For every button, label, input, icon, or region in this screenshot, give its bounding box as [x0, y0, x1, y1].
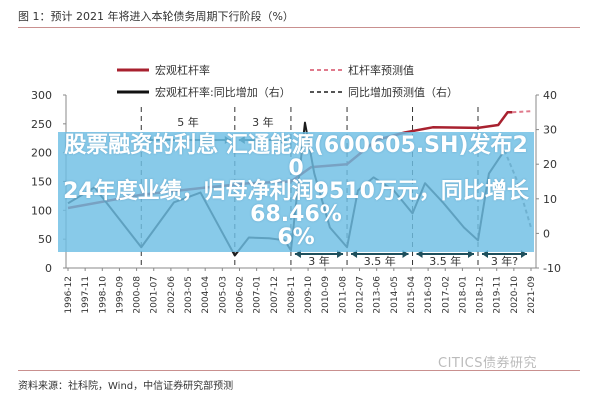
- left-tick-label: 100: [31, 204, 52, 217]
- x-tick-label: 2007-01: [253, 276, 263, 314]
- legend-label-2: 宏观杠杆率:同比增加（右）: [155, 85, 291, 99]
- x-tick-label: 2000-08: [133, 276, 143, 314]
- x-tick-label: 2021-09: [527, 276, 537, 314]
- x-tick-label: 2018-01: [458, 276, 468, 314]
- left-tick-label: 50: [38, 233, 52, 246]
- x-tick-label: 2013-06: [373, 276, 383, 314]
- right-tick-label: 10: [543, 193, 557, 206]
- right-tick-label: 0: [543, 227, 550, 240]
- x-tick-label: 1999-09: [115, 276, 125, 314]
- series-line-1: [512, 110, 532, 114]
- right-tick-label: 20: [543, 158, 557, 171]
- x-tick-label: 2017-02: [441, 276, 451, 314]
- legend-label-0: 宏观杠杆率: [155, 63, 210, 77]
- left-tick-label: 150: [31, 176, 52, 189]
- watermark: CITICS债券研究: [438, 356, 538, 371]
- cycle-annotation-label: 3 年: [308, 254, 330, 268]
- source-note: 资料来源：社科院，Wind，中信证券研究部预测: [18, 381, 234, 392]
- x-tick-label: 2005-03: [218, 276, 228, 314]
- left-tick-label: 250: [31, 118, 52, 131]
- x-tick-label: 1998-10: [98, 276, 108, 314]
- x-tick-label: 1996-12: [64, 276, 74, 314]
- left-tick-label: 200: [31, 147, 52, 160]
- x-tick-label: 2008-11: [287, 276, 297, 314]
- left-tick-label: 0: [45, 262, 52, 275]
- x-tick-label: 2001-07: [150, 276, 160, 314]
- headline-line-3: 6%: [277, 225, 315, 250]
- right-tick-label: 30: [543, 124, 557, 137]
- cycle-annotation-label: 3.5 年: [364, 254, 396, 268]
- x-tick-label: 2003-05: [184, 276, 194, 314]
- cycle-annotation-label: 5 年: [177, 115, 199, 129]
- x-tick-label: 2012-07: [356, 276, 366, 314]
- x-tick-label: 1997-11: [81, 276, 91, 314]
- x-tick-label: 2004-04: [201, 276, 211, 314]
- headline-line-1: 股票融资的利息 汇通能源(600605.SH)发布20: [64, 133, 528, 181]
- x-tick-label: 2018-12: [476, 276, 486, 314]
- x-tick-label: 2006-02: [235, 276, 245, 314]
- footer-rule: [18, 370, 580, 371]
- headline-banner[interactable]: 股票融资的利息 汇通能源(600605.SH)发布20 24年度业绩，归母净利润…: [58, 132, 534, 252]
- x-tick-label: 2009-10: [304, 276, 314, 314]
- x-tick-label: 2014-05: [390, 276, 400, 314]
- legend-label-3: 同比增加预测值（右）: [348, 85, 458, 99]
- headline-line-2: 24年度业绩，归母净利润9510万元，同比增长68.46%: [63, 179, 529, 227]
- x-tick-label: 2010-09: [321, 276, 331, 314]
- legend-label-1: 杠杆率预测值: [348, 63, 414, 77]
- headline-text: 股票融资的利息 汇通能源(600605.SH)发布20 24年度业绩，归母净利润…: [58, 134, 534, 249]
- title-rule: [18, 27, 580, 28]
- right-tick-label: 40: [543, 89, 557, 102]
- x-tick-label: 2007-12: [270, 276, 280, 314]
- x-tick-label: 2016-03: [424, 276, 434, 314]
- cycle-annotation-label: 3 年: [252, 115, 274, 129]
- x-tick-label: 2002-06: [167, 276, 177, 314]
- left-tick-label: 300: [31, 89, 52, 102]
- figure-title: 图 1：预计 2021 年将进入本轮债务周期下行阶段（%）: [18, 10, 294, 23]
- x-tick-label: 2011-08: [338, 276, 348, 314]
- x-tick-label: 2020-10: [510, 276, 520, 314]
- x-tick-label: 2015-04: [407, 276, 417, 314]
- x-tick-label: 2019-11: [493, 276, 503, 314]
- cycle-annotation-label: 3 年?: [491, 254, 518, 268]
- right-tick-label: -10: [543, 262, 561, 275]
- cycle-annotation-label: 3.5 年: [429, 254, 461, 268]
